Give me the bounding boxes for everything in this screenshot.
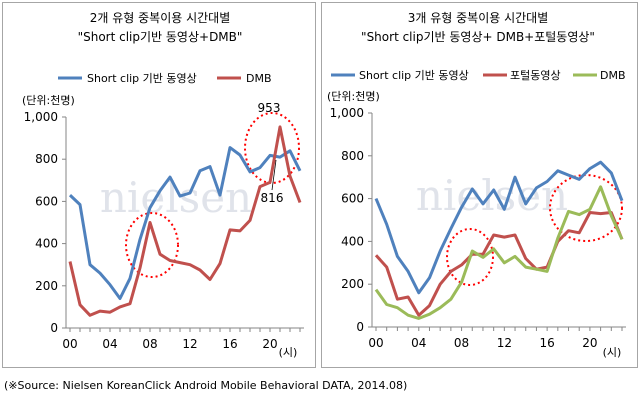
left-annotation-peak-dmb: 953 [258,101,281,115]
left-x-tick-label: 04 [102,337,117,351]
left-x-tick-label: 20 [262,337,277,351]
left-x-tick-label: 16 [222,337,237,351]
right-x-tick-label: 20 [582,336,597,350]
left-highlight-circle-morning [125,212,179,278]
left-series-line-0 [68,146,302,300]
right-series-line-2 [374,185,624,320]
left-plot-area: 0 200 400 600 800 1,000 00 04 08 12 16 20 [24,110,304,351]
right-x-tick-label: 08 [454,336,469,350]
right-unit-label: (단위:천명) [327,89,380,103]
right-y-tick-label: 600 [341,192,364,206]
right-x-unit: (시) [603,346,622,359]
right-y-tick-label: 200 [341,277,364,291]
left-y-tick-label: 0 [50,321,58,335]
left-panel [2,2,316,368]
left-annotation-pointer [271,159,277,191]
right-series-line-1 [374,211,624,317]
left-x-tick-label: 00 [62,337,77,351]
left-series-line-1 [68,125,302,317]
right-y-tick-label: 0 [356,320,364,334]
right-highlight-circle-morning [446,228,494,286]
left-x-tick-label: 08 [142,337,157,351]
watermark-right: nielsen [416,171,568,220]
right-legend-label-portal: 포털동영상 [510,69,561,82]
left-x-tick-label: 12 [182,337,197,351]
right-x-tick-label: 00 [368,336,383,350]
right-panel [321,2,638,368]
source-note: (※Source: Nielsen KoreanClick Android Mo… [4,379,407,392]
left-annotation-short-clip: 816 [261,191,284,205]
left-y-tick-label: 800 [35,152,58,166]
right-legend-label-dmb: DMB [600,69,626,82]
left-legend-label-dmb: DMB [246,72,272,85]
right-series-line-0 [374,160,624,295]
right-x-tick-label: 04 [411,336,426,350]
left-chart-subtitle: "Short clip기반 동영상+DMB" [78,30,243,44]
right-y-tick-label: 800 [341,149,364,163]
left-x-unit: (시) [279,346,298,359]
left-unit-label: (단위:천명) [22,93,75,107]
left-chart-title: 2개 유형 중복이용 시간대별 [90,11,231,25]
right-y-tick-label: 1,000 [330,106,364,120]
right-y-tick-label: 400 [341,234,364,248]
left-y-tick-label: 600 [35,194,58,208]
left-y-tick-label: 400 [35,237,58,251]
left-y-tick-label: 1,000 [24,110,58,124]
right-legend-label-short-clip: Short clip 기반 동영상 [359,69,469,82]
right-plot-area: 0 200 400 600 800 1,000 00 04 08 12 16 20 [330,106,626,350]
right-chart-title: 3개 유형 중복이용 시간대별 [408,11,549,25]
watermark-left: nielsen [100,173,252,222]
right-x-tick-label: 16 [539,336,554,350]
left-legend-label-short-clip: Short clip 기반 동영상 [87,72,197,85]
right-x-tick-label: 12 [497,336,512,350]
left-highlight-circle-evening [244,112,300,184]
right-highlight-circle-evening [549,174,623,242]
left-y-tick-label: 200 [35,279,58,293]
right-chart-subtitle: "Short clip기반 동영상+ DMB+포털동영상" [361,30,595,44]
